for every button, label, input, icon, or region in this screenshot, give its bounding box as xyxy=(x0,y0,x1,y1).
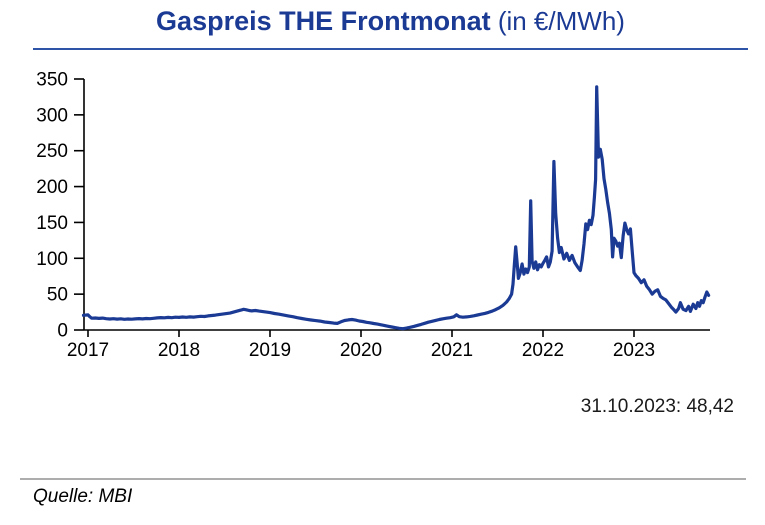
y-tick-label: 150 xyxy=(36,213,68,234)
page-title: Gaspreis THE Frontmonat xyxy=(156,6,491,36)
y-tick-label: 200 xyxy=(36,177,68,198)
x-tick-label: 2017 xyxy=(67,340,109,361)
price-line xyxy=(81,85,711,331)
page-title-unit: (in €/MWh) xyxy=(490,6,625,36)
chart-title-block: Gaspreis THE Frontmonat (in €/MWh) xyxy=(33,6,748,50)
x-tick-label: 2021 xyxy=(431,340,473,361)
y-tick-label: 250 xyxy=(36,141,68,162)
source-label: Quelle: MBI xyxy=(33,486,133,507)
y-tick-label: 350 xyxy=(36,70,68,91)
footer-divider xyxy=(20,478,746,480)
y-tick-label: 0 xyxy=(57,321,68,342)
y-tick-label: 100 xyxy=(36,249,68,270)
y-tick-label: 50 xyxy=(47,285,68,306)
x-tick-label: 2020 xyxy=(340,340,382,361)
y-tick-label: 300 xyxy=(36,105,68,126)
x-tick-label: 2022 xyxy=(522,340,564,361)
x-tick-label: 2018 xyxy=(158,340,200,361)
x-tick-label: 2023 xyxy=(613,340,655,361)
last-value-annotation: 31.10.2023: 48,42 xyxy=(580,396,734,417)
x-tick-label: 2019 xyxy=(249,340,291,361)
